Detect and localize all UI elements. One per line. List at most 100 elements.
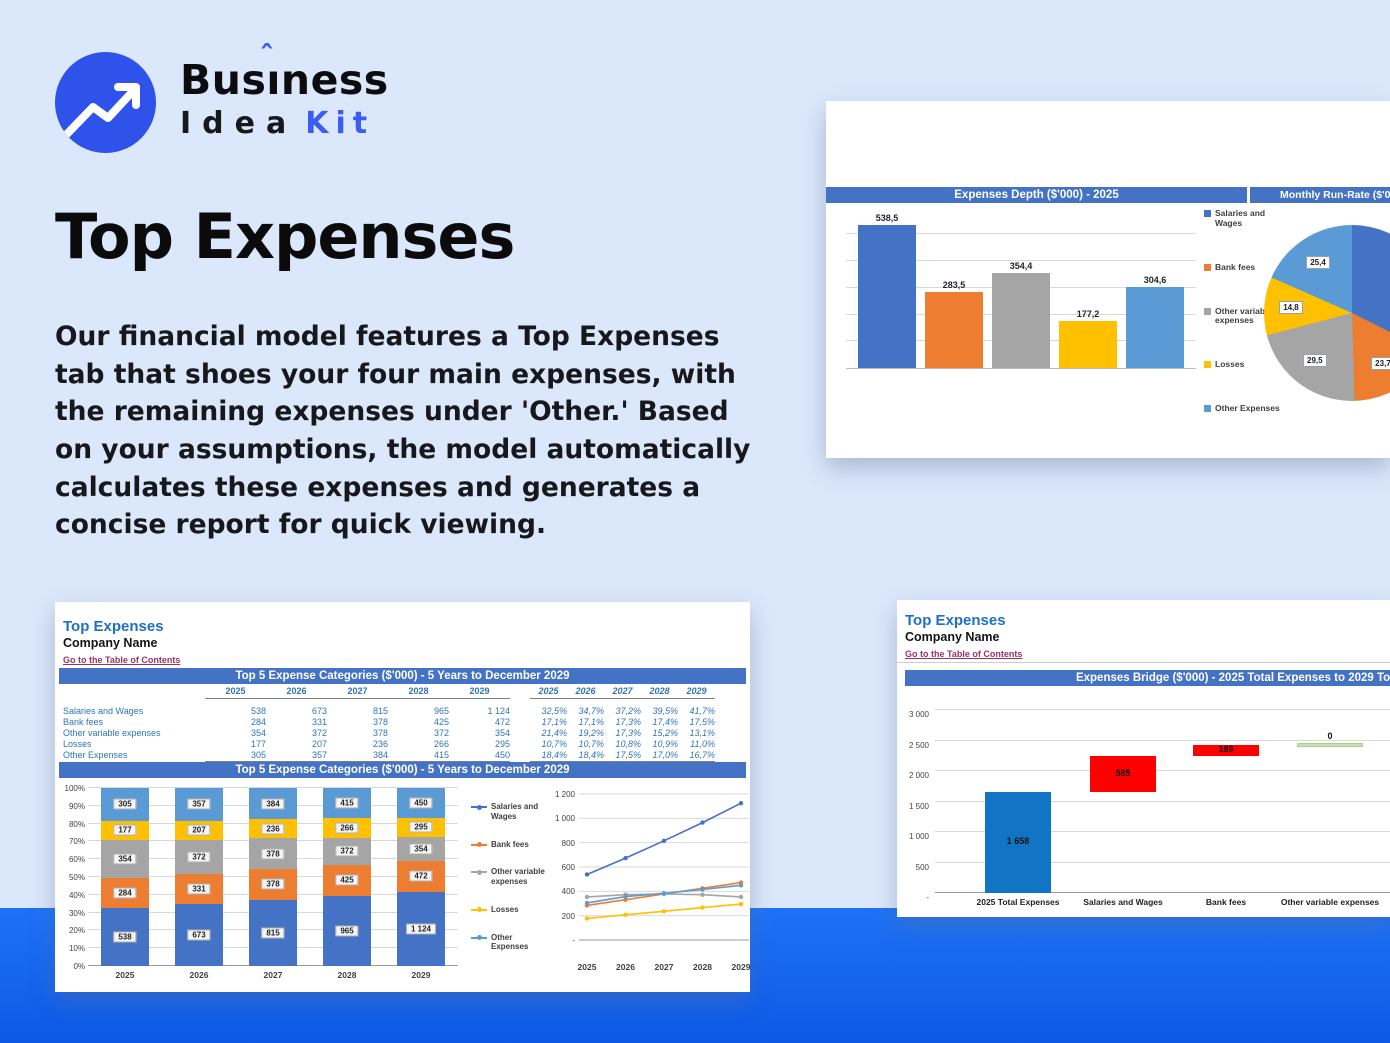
cell-value: 177 bbox=[250, 739, 266, 749]
legend-marker bbox=[471, 842, 487, 847]
x-tick-label: Salaries and Wages bbox=[1083, 897, 1163, 907]
stacked-bar-segment: 378 bbox=[249, 869, 297, 900]
trend-arrow-icon bbox=[63, 83, 140, 138]
year-header: 2029 bbox=[469, 686, 490, 696]
legend-label: Losses bbox=[491, 904, 519, 914]
y-tick-label: 600 bbox=[561, 863, 575, 872]
y-tick-label: 1 500 bbox=[908, 801, 929, 811]
brand-line1: Busı ˆ ness bbox=[180, 40, 389, 104]
x-tick-label: 2027 bbox=[263, 970, 283, 980]
y-tick-label: 30% bbox=[68, 908, 85, 918]
page-description: Our financial model features a Top Expen… bbox=[55, 321, 751, 541]
legend-item: Salaries and Wages bbox=[1204, 208, 1284, 229]
data-point bbox=[584, 894, 590, 900]
waterfall-zero-connector: 0 bbox=[1297, 731, 1363, 747]
table-year-header-row: 2025 2026 2027 2028 2029 2025 2026 2027 2028 2029 bbox=[55, 686, 750, 699]
bar-column: 177,2 bbox=[1059, 213, 1117, 368]
cell-percent: 19,2% bbox=[578, 728, 604, 738]
y-tick-label: 10% bbox=[68, 944, 85, 954]
stacked-bar-segment: 295 bbox=[397, 817, 445, 838]
table-of-contents-link[interactable]: Go to the Table of Contents bbox=[905, 649, 1023, 659]
cell-percent: 17,1% bbox=[541, 717, 567, 727]
segment-value-label: 1 124 bbox=[405, 923, 437, 935]
cell-percent: 17,3% bbox=[615, 717, 641, 727]
table-row: Losses 177 207 236 266 295 10,7% 10,7% 10,8% 10,9… bbox=[55, 739, 750, 750]
expenses-bridge-waterfall-chart: 1 6585851890118 bbox=[935, 709, 1390, 893]
row-percents: 21,4% 19,2% 17,3% 15,2% 13,1% bbox=[530, 728, 715, 738]
y-tick-label: 80% bbox=[68, 819, 85, 829]
legend-marker bbox=[471, 907, 487, 913]
data-point bbox=[738, 901, 744, 907]
expenses-bridge-card: Top Expenses Company Name Go to the Tabl… bbox=[897, 600, 1390, 917]
cell-value: 331 bbox=[311, 717, 327, 727]
cell-value: 372 bbox=[433, 728, 449, 738]
row-label: Other variable expenses bbox=[63, 728, 161, 738]
year-header: 2029 bbox=[686, 686, 707, 696]
segment-value-label: 425 bbox=[335, 874, 359, 886]
x-tick-label: 2028 bbox=[337, 970, 357, 980]
data-point bbox=[584, 900, 590, 906]
y-tick-label: 200 bbox=[561, 911, 575, 921]
stacked-bar-segment: 425 bbox=[323, 864, 371, 896]
bar-value-label: 177,2 bbox=[1076, 308, 1100, 319]
legend-item: Losses bbox=[1204, 360, 1284, 370]
gridline bbox=[935, 739, 1390, 741]
stacked-bar-chart: 538 284 354 177 305 673 331 372 207 357 815 378 378 2… bbox=[88, 787, 458, 966]
data-point bbox=[661, 838, 667, 843]
y-tick-label: 2 500 bbox=[908, 740, 929, 750]
segment-value-label: 372 bbox=[335, 845, 359, 857]
divider-line bbox=[897, 662, 1390, 663]
y-tick-label: 1 200 bbox=[554, 790, 575, 799]
waterfall-bar: 1 658 bbox=[985, 791, 1051, 893]
legend-swatch bbox=[1204, 263, 1211, 271]
bar-column: 304,6 bbox=[1126, 213, 1184, 368]
expenses-depth-header: Expenses Depth ($'000) - 2025 bbox=[826, 187, 1247, 203]
cell-percent: 39,5% bbox=[652, 706, 678, 716]
bar bbox=[925, 292, 983, 368]
year-header: 2028 bbox=[408, 686, 429, 696]
stacked-bar: 965 425 372 266 415 bbox=[323, 788, 371, 966]
waterfall-y-axis: 3 000 2 500 2 000 1 500 1 000 500 - bbox=[897, 706, 929, 902]
stacked-bar: 538 284 354 177 305 bbox=[101, 788, 149, 966]
row-percents: 32,5% 34,7% 37,2% 39,5% 41,7% bbox=[530, 706, 715, 716]
gridline bbox=[846, 233, 1196, 235]
cell-value: 295 bbox=[494, 739, 510, 749]
cell-percent: 21,4% bbox=[541, 728, 567, 738]
row-label: Salaries and Wages bbox=[63, 706, 144, 716]
y-tick-label: 2 000 bbox=[908, 771, 929, 780]
stacked-bar-segment: 354 bbox=[101, 839, 149, 878]
top5-expense-table: 2025 2026 2027 2028 2029 2025 2026 2027 2028 2029… bbox=[55, 686, 750, 774]
data-point bbox=[700, 820, 705, 825]
monthly-run-rate-pie-chart: 23,7 29,5 14,8 25,4 bbox=[1264, 225, 1390, 401]
cell-percent: 18,4% bbox=[578, 750, 604, 760]
cell-value: 305 bbox=[250, 750, 266, 760]
table-of-contents-link[interactable]: Go to the Table of Contents bbox=[63, 655, 181, 665]
stacked-bar-segment: 372 bbox=[175, 839, 223, 874]
stacked-bar-segment: 415 bbox=[323, 788, 371, 819]
stacked-bar-segment: 207 bbox=[175, 820, 223, 840]
waterfall-bar-label: 585 bbox=[1115, 768, 1131, 779]
legend-item: Bank fees bbox=[1204, 262, 1284, 273]
y-tick-label: 0% bbox=[73, 962, 85, 971]
segment-value-label: 673 bbox=[187, 929, 211, 941]
x-tick-label: Other variable expenses bbox=[1280, 897, 1380, 907]
cell-percent: 32,5% bbox=[541, 706, 567, 716]
bar-column: 354,4 bbox=[992, 213, 1050, 368]
data-point bbox=[738, 801, 744, 806]
cell-percent: 10,9% bbox=[652, 739, 678, 749]
stacked-bar-segment: 450 bbox=[397, 788, 445, 818]
gridline bbox=[846, 260, 1196, 262]
segment-value-label: 384 bbox=[261, 798, 285, 810]
data-point bbox=[700, 892, 705, 897]
legend-label: Bank fees bbox=[491, 839, 529, 849]
cell-value: 354 bbox=[494, 728, 510, 738]
company-name: Company Name bbox=[905, 630, 1000, 644]
brand-line2: Idea Kit bbox=[180, 106, 375, 141]
y-tick-label: 800 bbox=[561, 838, 575, 848]
year-header: 2028 bbox=[649, 686, 670, 696]
data-point bbox=[700, 887, 705, 892]
legend-swatch bbox=[1204, 210, 1211, 217]
cell-value: 284 bbox=[250, 717, 266, 727]
y-tick-label: - bbox=[926, 893, 929, 902]
